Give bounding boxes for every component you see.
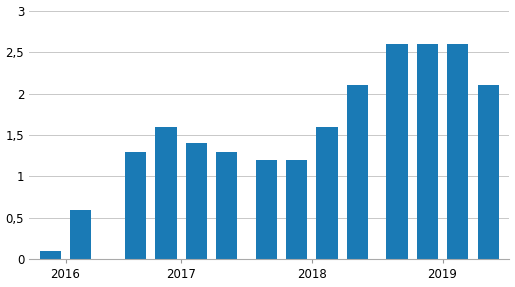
Bar bbox=[347, 85, 368, 259]
Bar bbox=[386, 44, 407, 259]
Bar bbox=[125, 152, 146, 259]
Bar bbox=[417, 44, 438, 259]
Bar bbox=[185, 143, 207, 259]
Bar bbox=[286, 160, 307, 259]
Bar bbox=[70, 210, 91, 259]
Bar bbox=[155, 127, 177, 259]
Bar bbox=[255, 160, 277, 259]
Bar bbox=[216, 152, 237, 259]
Bar bbox=[316, 127, 338, 259]
Bar bbox=[447, 44, 469, 259]
Bar bbox=[477, 85, 499, 259]
Bar bbox=[40, 251, 61, 259]
